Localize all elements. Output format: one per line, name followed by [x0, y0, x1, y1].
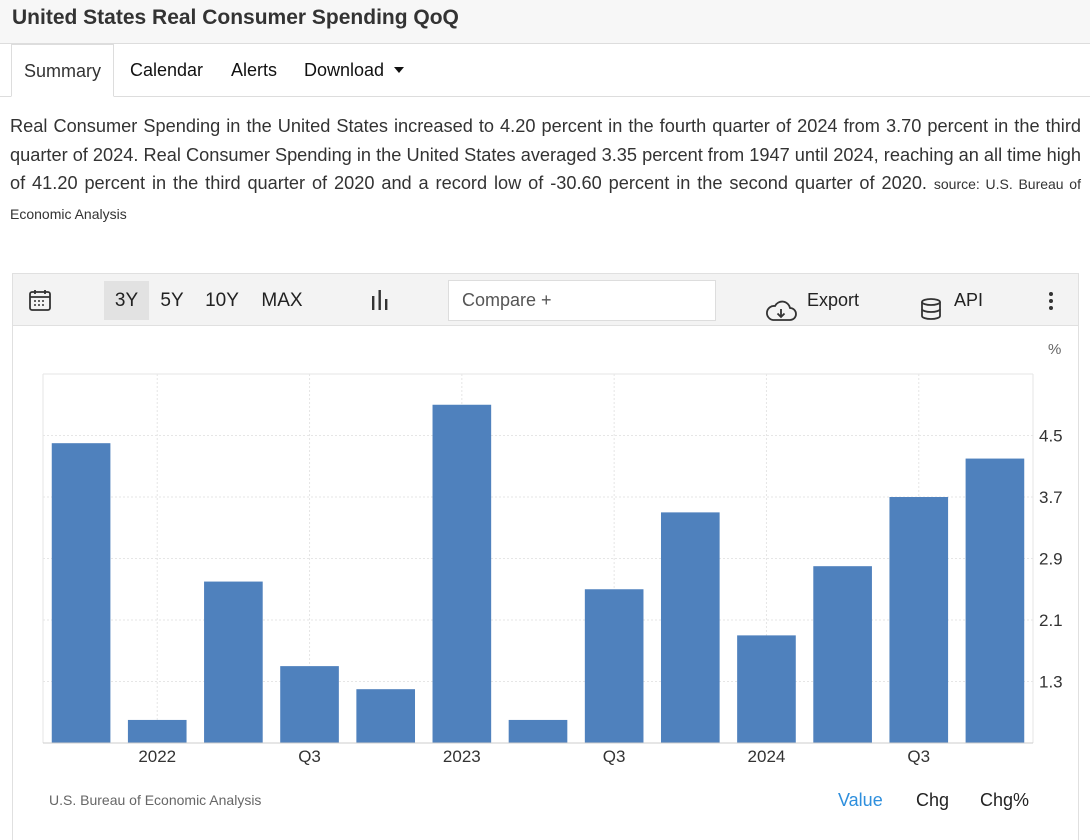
- bar: [204, 581, 263, 743]
- x-tick-label: 2023: [443, 747, 481, 766]
- tab-summary[interactable]: Summary: [11, 44, 115, 97]
- page-title: United States Real Consumer Spending QoQ: [12, 6, 459, 29]
- chart-panel: 3Y 5Y 10Y MAX Export: [12, 273, 1079, 840]
- range-10y-button[interactable]: 10Y: [205, 290, 239, 311]
- y-tick-label: 4.5: [1039, 427, 1063, 446]
- bar: [356, 689, 416, 743]
- tab-alerts[interactable]: Alerts: [231, 60, 278, 80]
- bar: [51, 443, 111, 743]
- y-tick-label: 3.7: [1039, 488, 1063, 507]
- x-tick-label: Q3: [907, 747, 930, 766]
- cloud-download-icon: [765, 290, 797, 342]
- bar: [280, 666, 339, 743]
- description-text: Real Consumer Spending in the United Sta…: [10, 116, 1081, 193]
- bar: [965, 458, 1025, 743]
- bar: [584, 589, 644, 743]
- chart-toolbar: 3Y 5Y 10Y MAX Export: [13, 274, 1078, 326]
- x-tick-label: 2022: [138, 747, 176, 766]
- bar: [737, 635, 796, 743]
- view-value-button[interactable]: Value: [838, 790, 883, 810]
- bar: [813, 566, 872, 743]
- bar-chart: 1.3 2.1 2.9 3.7 4.5% 2022 Q3 2023 Q3 2024 Q3: [42, 341, 1063, 766]
- bar: [432, 404, 492, 743]
- bar: [889, 497, 949, 743]
- x-tick-label: Q3: [298, 747, 321, 766]
- tab-download[interactable]: Download: [304, 44, 405, 97]
- bar: [660, 512, 720, 743]
- y-tick-label: 2.9: [1039, 550, 1063, 569]
- database-icon: [919, 289, 943, 341]
- calendar-icon[interactable]: [28, 288, 52, 317]
- bar: [508, 719, 568, 743]
- tab-bar: Summary Calendar Alerts Download: [0, 44, 1090, 97]
- bar-chart-icon[interactable]: [369, 290, 391, 315]
- title-bar: United States Real Consumer Spending QoQ: [0, 0, 1090, 44]
- range-5y-button[interactable]: 5Y: [160, 290, 184, 311]
- tab-download-label: Download: [304, 60, 385, 80]
- tab-calendar[interactable]: Calendar: [130, 60, 204, 80]
- chart-source: U.S. Bureau of Economic Analysis: [49, 792, 262, 808]
- caret-down-icon: [394, 67, 405, 73]
- range-max-button[interactable]: MAX: [261, 290, 303, 311]
- y-unit-label: %: [1048, 341, 1061, 358]
- bar: [127, 719, 187, 743]
- description-paragraph: Real Consumer Spending in the United Sta…: [10, 112, 1081, 228]
- range-3y-button[interactable]: 3Y: [104, 281, 149, 320]
- x-tick-label: Q3: [603, 747, 626, 766]
- more-vertical-icon[interactable]: [1048, 291, 1054, 316]
- export-label: Export: [807, 290, 860, 310]
- compare-input[interactable]: [448, 280, 716, 321]
- api-label: API: [954, 290, 984, 310]
- view-chg-pct-button[interactable]: Chg%: [980, 790, 1030, 810]
- y-tick-label: 2.1: [1039, 611, 1063, 630]
- view-chg-button[interactable]: Chg: [916, 790, 950, 810]
- y-tick-label: 1.3: [1039, 673, 1063, 692]
- x-tick-label: 2024: [748, 747, 786, 766]
- source-inline: source: U.S. Bureau of Economic Analysis: [10, 176, 1081, 222]
